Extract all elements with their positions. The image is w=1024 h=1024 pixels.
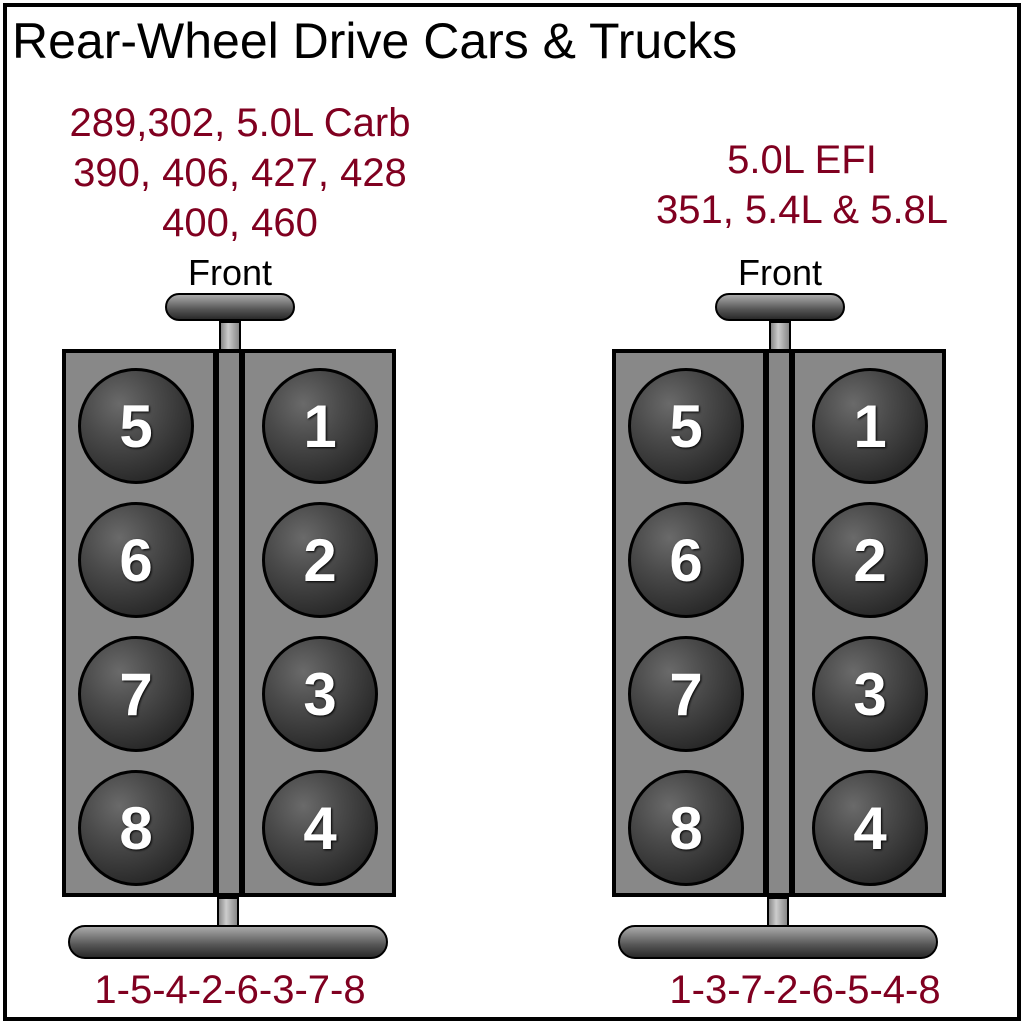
cylinder: 1 xyxy=(262,368,378,484)
page-title: Rear-Wheel Drive Cars & Trucks xyxy=(12,12,737,70)
engine-line: 289,302, 5.0L Carb xyxy=(0,98,480,148)
right-front-label: Front xyxy=(720,252,840,294)
left-shaft-top-icon xyxy=(165,295,295,351)
block-divider-icon xyxy=(789,353,795,893)
cylinder: 7 xyxy=(628,636,744,752)
cylinder: 5 xyxy=(628,368,744,484)
engine-line: 5.0L EFI xyxy=(572,135,1024,185)
cylinder: 4 xyxy=(262,770,378,886)
right-shaft-bottom-icon xyxy=(618,897,938,959)
diagram-canvas: Rear-Wheel Drive Cars & Trucks 289,302, … xyxy=(0,0,1024,1024)
cylinder: 8 xyxy=(78,770,194,886)
engine-line: 351, 5.4L & 5.8L xyxy=(572,185,1024,235)
left-front-label: Front xyxy=(170,252,290,294)
cylinder: 1 xyxy=(812,368,928,484)
right-shaft-top-icon xyxy=(715,295,845,351)
left-engine-list: 289,302, 5.0L Carb 390, 406, 427, 428 40… xyxy=(0,98,480,248)
cylinder: 3 xyxy=(262,636,378,752)
left-firing-order: 1-5-4-2-6-3-7-8 xyxy=(40,968,420,1013)
cylinder: 6 xyxy=(78,502,194,618)
cylinder: 5 xyxy=(78,368,194,484)
right-engine-list: 5.0L EFI 351, 5.4L & 5.8L xyxy=(572,135,1024,235)
block-divider-icon xyxy=(239,353,245,893)
block-divider-icon xyxy=(763,353,769,893)
right-firing-order: 1-3-7-2-6-5-4-8 xyxy=(590,968,1020,1013)
cylinder: 8 xyxy=(628,770,744,886)
cylinder: 2 xyxy=(812,502,928,618)
cylinder: 3 xyxy=(812,636,928,752)
left-shaft-bottom-icon xyxy=(68,897,388,959)
block-divider-icon xyxy=(213,353,219,893)
engine-line: 390, 406, 427, 428 xyxy=(0,148,480,198)
engine-line: 400, 460 xyxy=(0,198,480,248)
cylinder: 4 xyxy=(812,770,928,886)
cylinder: 2 xyxy=(262,502,378,618)
cylinder: 6 xyxy=(628,502,744,618)
cylinder: 7 xyxy=(78,636,194,752)
